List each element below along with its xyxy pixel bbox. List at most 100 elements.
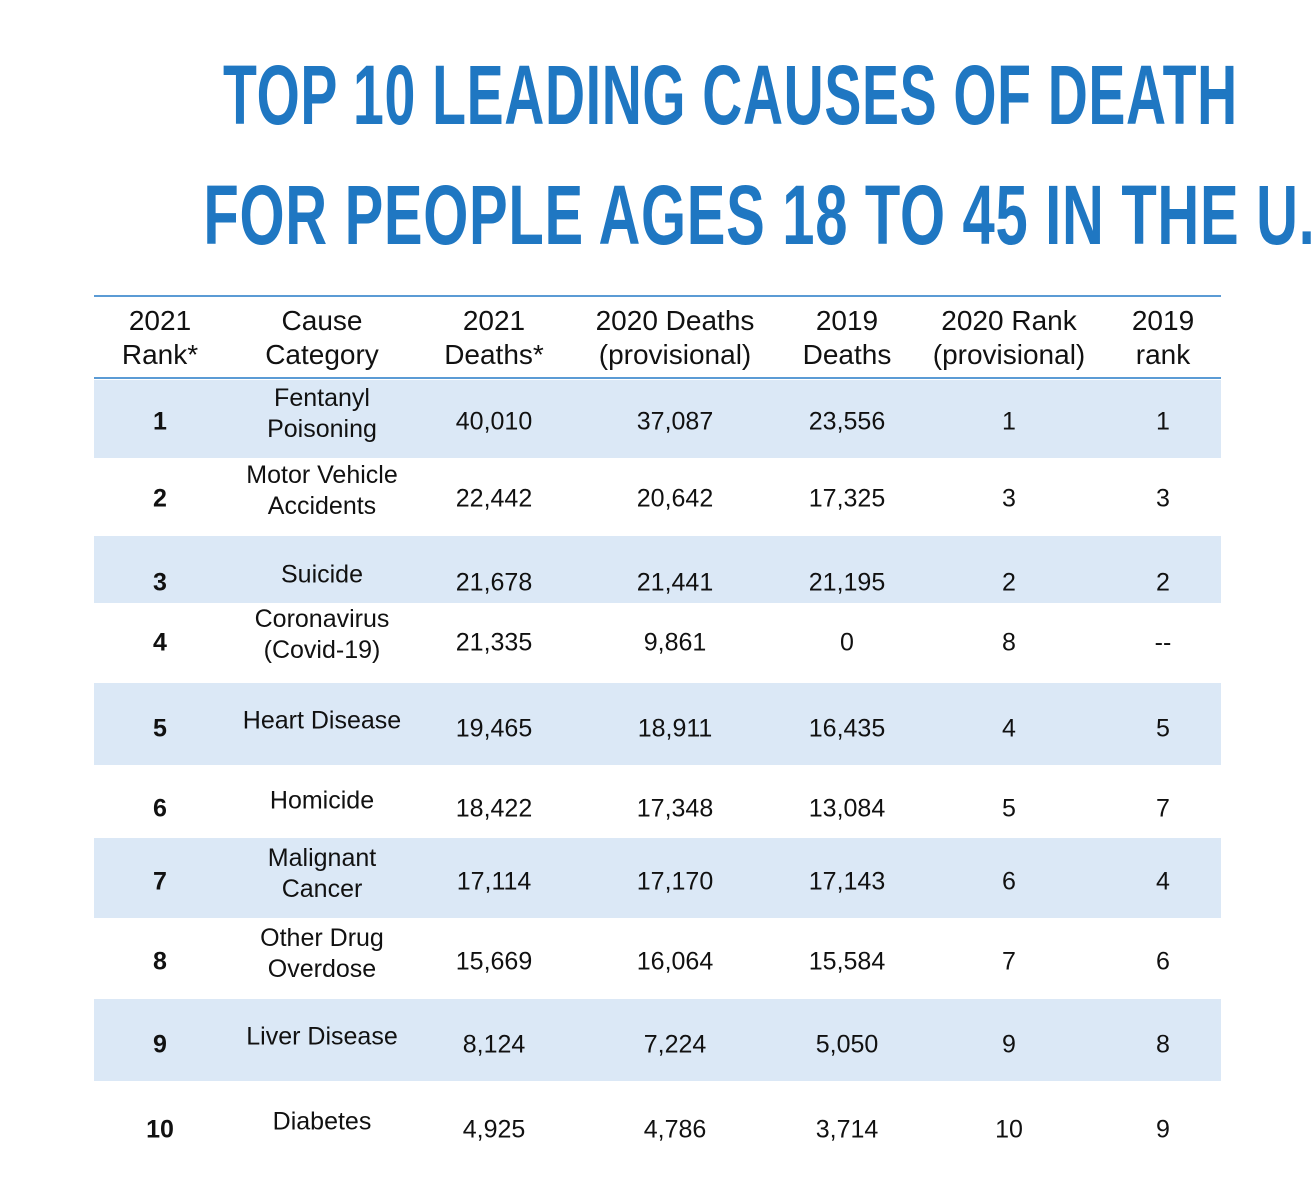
cause-category-cell: Heart Disease [243,706,401,737]
deaths-2021-cell: 22,442 [455,484,533,513]
cause-category-line: Motor Vehicle [246,461,398,489]
rank-cell: 9 [153,1030,167,1059]
deaths-2021-cell: 40,010 [455,407,533,436]
deaths-2020-cell: 4,786 [643,1115,707,1144]
cause-category-line: Other Drug [260,923,384,952]
column-header-line: 2021 [128,305,192,336]
rank-cell: 7 [153,867,167,896]
rank-2019-cell: -- [1154,628,1172,657]
deaths-2021-cell: 4,925 [462,1115,526,1144]
rank-2020-cell: 10 [995,1115,1023,1144]
column-header: 2020 Rank (provisional) [933,304,1086,372]
cause-category-cell: Fentanyl Poisoning [267,383,377,445]
cause-category-line: Accidents [267,492,377,520]
deaths-2020-cell: 17,348 [636,794,714,822]
table-row-band [94,380,1221,458]
deaths-2019-cell: 3,714 [815,1115,879,1144]
cause-category-cell: Malignant Cancer [268,843,376,905]
cause-category-cell: Suicide [281,559,363,590]
table-row-band [94,999,1221,1081]
chart-title-line-2: FOR PEOPLE AGES 18 TO 45 IN THE U.S. [203,168,1312,262]
deaths-2021-cell: 18,422 [455,794,533,822]
rank-2020-cell: 6 [1002,867,1016,896]
rank-cell: 6 [153,794,167,822]
cause-category-cell: Diabetes [273,1107,372,1138]
table-row-band [94,536,1221,603]
deaths-2020-cell: 7,224 [643,1030,707,1059]
rank-cell: 8 [153,947,167,975]
column-header-line: 2021 [462,305,526,336]
deaths-2019-cell: 23,556 [808,407,886,436]
deaths-2019-cell: 15,584 [808,947,886,975]
deaths-2021-cell: 8,124 [462,1030,526,1059]
table-row-band [94,838,1221,918]
rank-cell: 10 [146,1115,174,1144]
cause-category-line: Diabetes [272,1107,372,1136]
rank-cell: 1 [153,407,167,436]
cause-category-line: Suicide [281,560,363,588]
deaths-2021-cell: 17,114 [456,867,532,896]
rank-2020-cell: 3 [1002,484,1016,513]
cause-category-line: Homicide [269,786,375,814]
column-header-line: 2020 Deaths [595,305,755,336]
rank-2019-cell: 1 [1156,407,1170,436]
rank-cell: 5 [153,714,167,743]
column-header: 2021 Rank* [122,304,198,372]
rank-2019-cell: 4 [1156,867,1170,896]
rank-2020-cell: 1 [1002,407,1016,436]
causes-of-death-table: 2021 Rank* Cause Category 2021 Deaths* 2020 De… [94,295,1221,1165]
cause-category-line: Fentanyl [274,384,370,412]
column-header-line: (provisional) [598,339,752,370]
rank-2019-cell: 7 [1156,794,1170,822]
cause-category-cell: Liver Disease [246,1022,397,1053]
cause-category-cell: Coronavirus (Covid-19) [255,604,390,666]
column-header-line: 2019 [1131,305,1195,336]
deaths-2021-cell: 21,335 [455,628,533,657]
cause-category-line: (Covid-19) [263,636,381,664]
cause-category-cell: Homicide [270,785,374,816]
cause-category-line: Cancer [281,875,363,903]
cause-category-cell: Other Drug Overdose [260,923,384,985]
column-header-line: rank [1135,339,1191,370]
column-header: 2021 Deaths* [444,304,544,372]
table-row-band [94,683,1221,765]
deaths-2021-cell: 15,669 [455,947,533,975]
rank-cell: 2 [153,484,167,513]
deaths-2020-cell: 16,064 [636,947,714,975]
rank-2019-cell: 5 [1156,714,1170,743]
rank-2020-cell: 8 [1002,628,1016,657]
column-header-line: Deaths* [444,339,544,370]
cause-category-cell: Motor Vehicle Accidents [246,460,397,522]
deaths-2021-cell: 21,678 [455,568,533,596]
rank-2020-cell: 2 [1002,568,1016,596]
deaths-2019-cell: 0 [840,628,854,657]
column-header-line: Cause [281,305,363,336]
deaths-2019-cell: 21,195 [808,568,886,596]
column-header: 2020 Deaths (provisional) [596,304,755,372]
deaths-2020-cell: 20,642 [636,484,714,513]
cause-category-line: Overdose [267,954,377,983]
cause-category-line: Malignant [267,844,377,872]
deaths-2020-cell: 18,911 [637,714,713,743]
rank-2019-cell: 2 [1156,568,1170,596]
rank-cell: 3 [153,568,167,596]
rank-2019-cell: 8 [1156,1030,1170,1059]
cause-category-line: Heart Disease [242,706,402,735]
header-rule [94,377,1221,379]
cause-category-line: Coronavirus [254,605,390,633]
rank-2019-cell: 9 [1156,1115,1170,1144]
rank-2020-cell: 9 [1002,1030,1016,1059]
deaths-2021-cell: 19,465 [455,714,533,743]
column-header-line: Rank* [121,339,199,370]
column-header-line: 2019 [815,305,879,336]
deaths-2020-cell: 37,087 [636,407,714,436]
deaths-2019-cell: 13,084 [808,794,886,822]
column-header: Cause Category [265,304,379,372]
deaths-2019-cell: 16,435 [808,714,886,743]
column-header-line: Deaths [802,339,892,370]
deaths-2020-cell: 21,441 [636,568,714,596]
deaths-2019-cell: 17,325 [808,484,886,513]
chart-title-line-1: TOP 10 LEADING CAUSES OF DEATH [223,48,1238,142]
rank-cell: 4 [153,628,167,657]
rank-2019-cell: 6 [1156,947,1170,975]
